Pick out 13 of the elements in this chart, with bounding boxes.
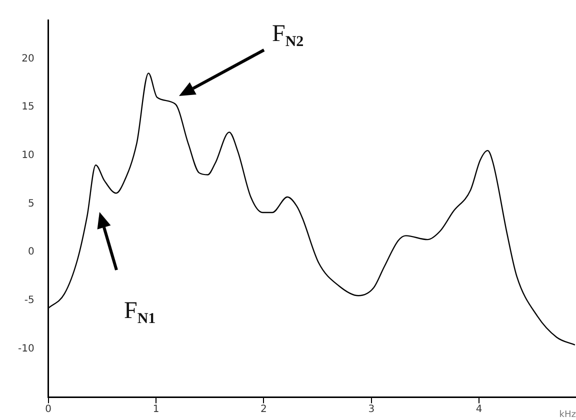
y-tick-label: -5 xyxy=(24,295,34,306)
x-tick-label: 3 xyxy=(368,404,375,415)
y-tick-label: 10 xyxy=(22,150,34,161)
y-tick-label: 5 xyxy=(28,198,34,210)
y-tick-label: -10 xyxy=(18,343,34,354)
x-tick-label: 2 xyxy=(260,404,267,415)
y-tick-label: 20 xyxy=(22,53,34,64)
y-tick-label: 0 xyxy=(28,246,34,258)
x-tick-label: 1 xyxy=(152,404,160,415)
x-tick-label: 4 xyxy=(476,404,482,415)
x-axis-title: kHz xyxy=(559,410,576,420)
y-tick-label: 15 xyxy=(22,102,34,113)
x-tick-label: 0 xyxy=(45,404,52,415)
